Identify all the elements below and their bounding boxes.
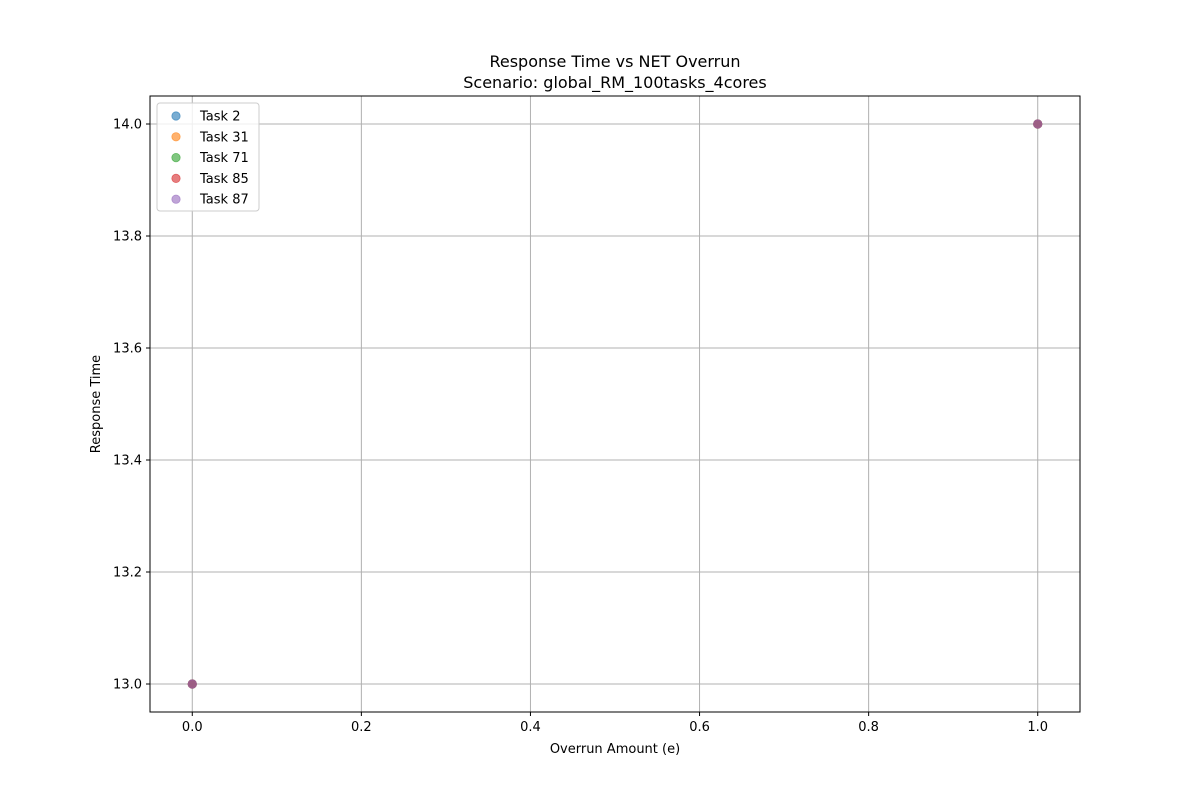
legend-marker	[171, 111, 181, 121]
y-axis-label: Response Time	[89, 355, 104, 453]
legend-frame	[156, 102, 260, 212]
x-axis-ticks: 0.0 0.2 0.4 0.6 0.8 1.0	[182, 712, 1048, 735]
legend-marker	[171, 194, 181, 204]
x-tick-label: 0.6	[689, 720, 710, 735]
y-tick-label: 13.8	[113, 230, 142, 245]
legend-label: Task 31	[199, 130, 249, 145]
x-tick-label: 0.2	[351, 720, 372, 735]
x-axis-label: Overrun Amount (e)	[550, 742, 680, 757]
x-tick-label: 0.8	[858, 720, 879, 735]
legend-marker	[171, 173, 181, 183]
scatter-point	[187, 679, 197, 689]
legend-label: Task 85	[199, 172, 249, 187]
chart-title: Response Time vs NET Overrun	[489, 52, 740, 71]
scatter-point	[1033, 119, 1043, 129]
grid	[150, 96, 1080, 712]
legend-label: Task 2	[199, 110, 240, 125]
legend-marker	[171, 153, 181, 163]
legend: Task 2 Task 31 Task 71 Task 85 Task 87	[156, 102, 260, 212]
legend-label: Task 71	[199, 151, 249, 166]
y-tick-label: 13.4	[113, 454, 142, 469]
x-tick-label: 0.4	[520, 720, 541, 735]
y-tick-label: 13.6	[113, 342, 142, 357]
y-tick-label: 13.0	[113, 678, 142, 693]
x-tick-label: 0.0	[182, 720, 203, 735]
legend-label: Task 87	[199, 193, 249, 208]
y-axis-ticks: 13.0 13.2 13.4 13.6 13.8 14.0	[113, 118, 150, 693]
plot-area-frame	[149, 95, 1081, 713]
data-points	[187, 119, 1043, 689]
chart-subtitle: Scenario: global_RM_100tasks_4cores	[463, 73, 766, 93]
y-tick-label: 13.2	[113, 566, 142, 581]
legend-marker	[171, 132, 181, 142]
y-tick-label: 14.0	[113, 118, 142, 133]
x-tick-label: 1.0	[1027, 720, 1048, 735]
